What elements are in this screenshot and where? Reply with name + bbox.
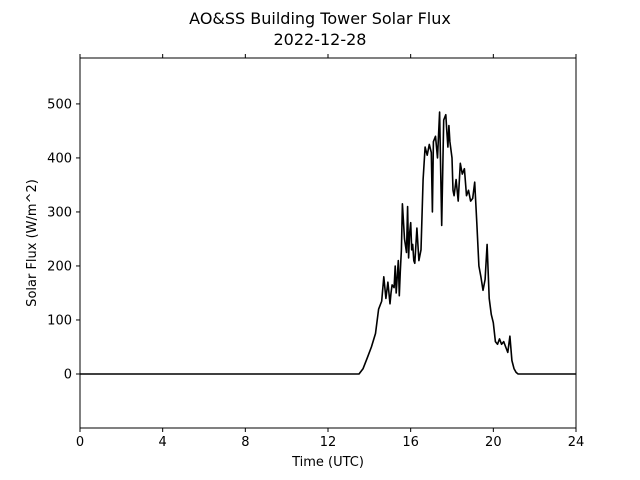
chart-subtitle: 2022-12-28 [274,30,367,49]
x-tick-label: 8 [241,435,249,450]
x-tick-label: 12 [320,435,337,450]
x-axis: 0 4 8 12 16 20 24 [76,54,584,450]
plot-frame [79,57,577,429]
y-tick-label: 200 [47,259,72,274]
y-tick-label: 500 [47,97,72,112]
series-line-0 [80,111,576,375]
y-axis: 0 100 200 300 400 500 [47,97,80,382]
chart-title: AO&SS Building Tower Solar Flux [189,9,451,28]
y-axis-label: Solar Flux (W/m^2) [25,179,40,307]
x-tick-label: 16 [402,435,419,450]
y-tick-label: 300 [47,205,72,220]
y-tick-label: 100 [47,313,72,328]
plot-area [80,111,576,375]
x-tick-label: 20 [485,435,502,450]
x-tick-label: 24 [568,435,585,450]
y-tick-label: 0 [64,367,72,382]
y-tick-label: 400 [47,151,72,166]
x-tick-label: 4 [159,435,167,450]
x-axis-label: Time (UTC) [291,455,364,470]
x-tick-label: 0 [76,435,84,450]
